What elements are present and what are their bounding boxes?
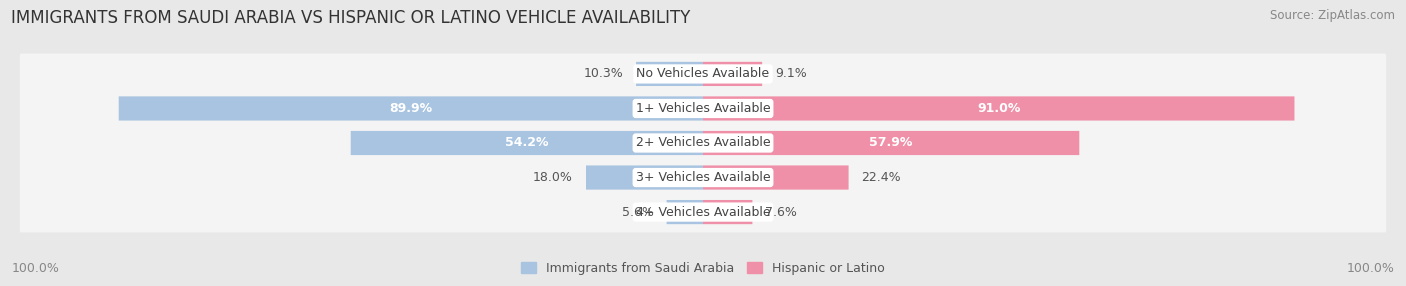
FancyBboxPatch shape xyxy=(20,88,1386,129)
Text: 4+ Vehicles Available: 4+ Vehicles Available xyxy=(636,206,770,219)
Text: 3+ Vehicles Available: 3+ Vehicles Available xyxy=(636,171,770,184)
FancyBboxPatch shape xyxy=(666,200,703,224)
FancyBboxPatch shape xyxy=(703,165,849,190)
FancyBboxPatch shape xyxy=(20,123,1386,163)
Text: IMMIGRANTS FROM SAUDI ARABIA VS HISPANIC OR LATINO VEHICLE AVAILABILITY: IMMIGRANTS FROM SAUDI ARABIA VS HISPANIC… xyxy=(11,9,690,27)
FancyBboxPatch shape xyxy=(636,62,703,86)
FancyBboxPatch shape xyxy=(20,192,1386,233)
Text: 22.4%: 22.4% xyxy=(862,171,901,184)
FancyBboxPatch shape xyxy=(703,96,1295,121)
FancyBboxPatch shape xyxy=(703,62,762,86)
FancyBboxPatch shape xyxy=(586,165,703,190)
FancyBboxPatch shape xyxy=(20,157,1386,198)
Text: 9.1%: 9.1% xyxy=(775,67,807,80)
Text: No Vehicles Available: No Vehicles Available xyxy=(637,67,769,80)
Text: 7.6%: 7.6% xyxy=(765,206,797,219)
Text: 100.0%: 100.0% xyxy=(11,262,59,275)
Text: 91.0%: 91.0% xyxy=(977,102,1021,115)
Text: 5.6%: 5.6% xyxy=(621,206,654,219)
Text: 1+ Vehicles Available: 1+ Vehicles Available xyxy=(636,102,770,115)
FancyBboxPatch shape xyxy=(703,200,752,224)
Text: 57.9%: 57.9% xyxy=(869,136,912,150)
Text: 10.3%: 10.3% xyxy=(583,67,623,80)
Text: 100.0%: 100.0% xyxy=(1347,262,1395,275)
Text: 18.0%: 18.0% xyxy=(533,171,574,184)
Text: 89.9%: 89.9% xyxy=(389,102,433,115)
FancyBboxPatch shape xyxy=(703,131,1080,155)
Text: Source: ZipAtlas.com: Source: ZipAtlas.com xyxy=(1270,9,1395,21)
Text: 2+ Vehicles Available: 2+ Vehicles Available xyxy=(636,136,770,150)
FancyBboxPatch shape xyxy=(118,96,703,121)
Text: 54.2%: 54.2% xyxy=(505,136,548,150)
Legend: Immigrants from Saudi Arabia, Hispanic or Latino: Immigrants from Saudi Arabia, Hispanic o… xyxy=(516,257,890,280)
FancyBboxPatch shape xyxy=(20,53,1386,94)
FancyBboxPatch shape xyxy=(350,131,703,155)
